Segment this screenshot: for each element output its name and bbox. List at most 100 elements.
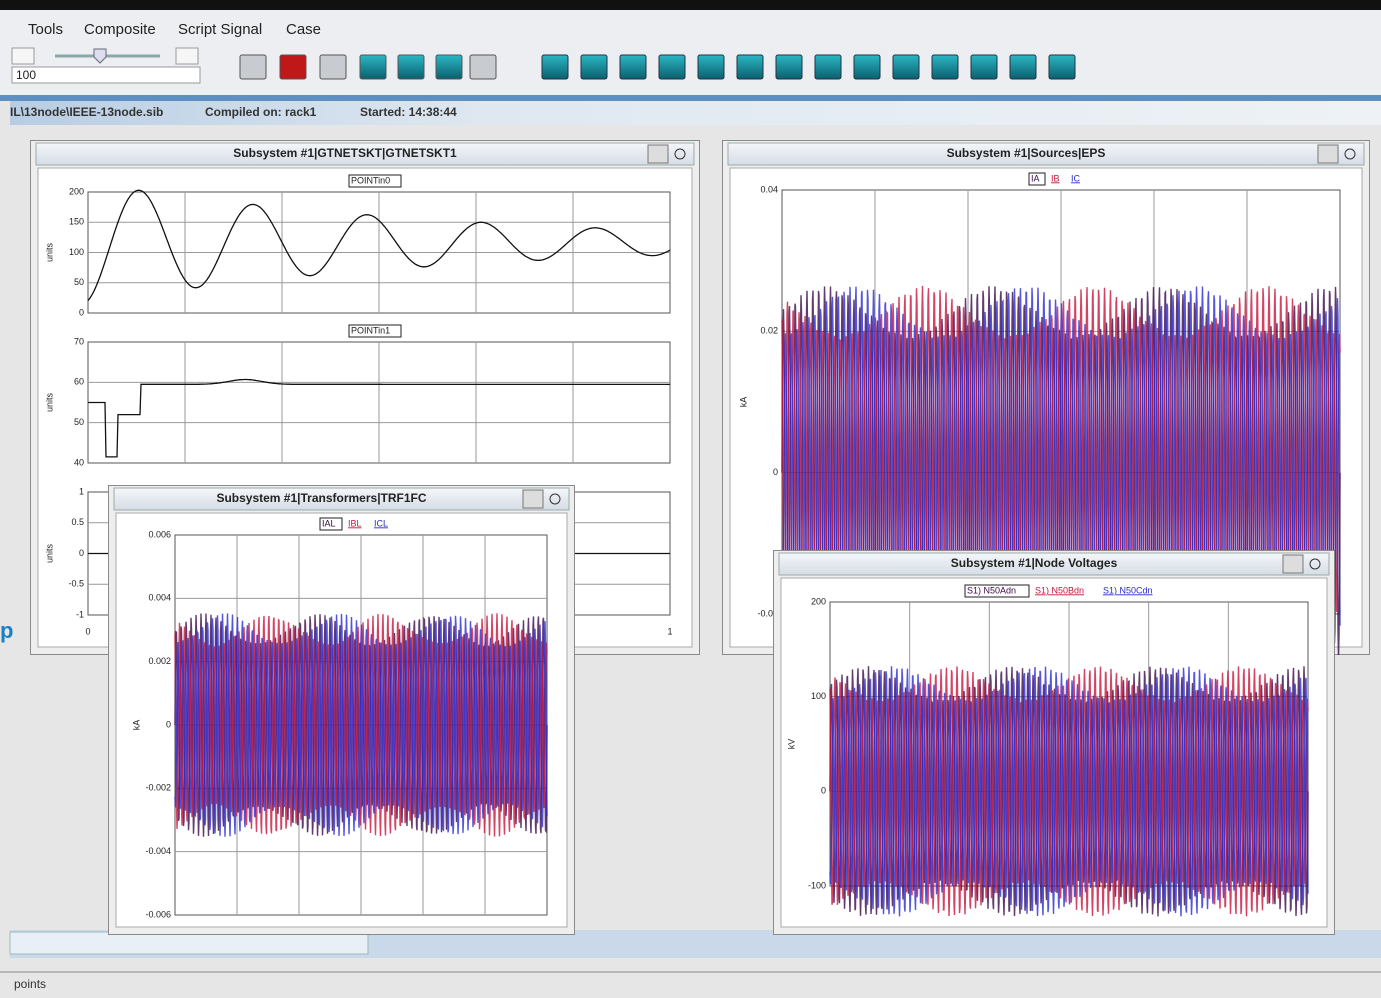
- waveform: [829, 666, 1309, 917]
- settings-button[interactable]: [1317, 144, 1339, 164]
- y-tick-label: 200: [69, 186, 84, 196]
- toolbar-button[interactable]: [319, 54, 347, 80]
- toolbar-button[interactable]: [775, 54, 803, 80]
- toolbar-button[interactable]: [359, 54, 387, 80]
- legend-entry[interactable]: IA: [1031, 173, 1040, 183]
- toolbar-button[interactable]: [1048, 54, 1076, 80]
- y-tick-label: 50: [74, 417, 84, 427]
- top-strip: [0, 0, 1381, 10]
- y-tick-label: -100: [808, 880, 826, 890]
- y-tick-label: 200: [811, 596, 826, 606]
- x-tick-label: 1: [667, 626, 672, 636]
- close-button[interactable]: [549, 493, 561, 505]
- menu-item[interactable]: Tools: [28, 21, 63, 38]
- legend-box: [964, 584, 1030, 598]
- legend-entry[interactable]: S1) N50Bdn: [1035, 585, 1084, 595]
- waveform: [174, 613, 548, 837]
- legend-entry[interactable]: IB: [1051, 173, 1060, 183]
- settings-button[interactable]: [647, 144, 669, 164]
- toolbar-button[interactable]: [279, 54, 307, 80]
- file-path: IL\13node\IEEE-13node.sib: [10, 105, 163, 119]
- toolbar-button[interactable]: [814, 54, 842, 80]
- toolbar-button[interactable]: [619, 54, 647, 80]
- y-tick-label: 100: [811, 691, 826, 701]
- y-tick-label: -1: [76, 609, 84, 619]
- y-tick-label: 40: [74, 457, 84, 467]
- legend-entry[interactable]: IBL: [348, 518, 362, 528]
- toolbar-button[interactable]: [658, 54, 686, 80]
- toolbar-button[interactable]: [970, 54, 998, 80]
- legend-entry[interactable]: IAL: [322, 518, 336, 528]
- y-tick-label: 0.002: [148, 656, 171, 666]
- waveform: [174, 613, 548, 837]
- settings-button[interactable]: [522, 489, 544, 509]
- plot-window: Subsystem #1|Node Voltages 200 100 0 -100 kV S…: [773, 550, 1335, 935]
- legend-entry[interactable]: POINTin1: [351, 325, 390, 335]
- slider-thumb[interactable]: [93, 48, 107, 64]
- toolbar-button[interactable]: [541, 54, 569, 80]
- toolbar-button[interactable]: [435, 54, 463, 80]
- toolbar-button[interactable]: [469, 54, 497, 80]
- toolbar-area: [0, 10, 1381, 95]
- window-title: Subsystem #1|Sources|EPS: [947, 146, 1106, 160]
- footer-text: points: [14, 977, 46, 991]
- y-tick-label: -0.006: [145, 909, 171, 919]
- window-title-bar: [35, 142, 695, 166]
- y-axis-label: units: [44, 242, 54, 262]
- waveform: [174, 613, 548, 837]
- y-tick-label: 0: [773, 467, 778, 477]
- legend-entry[interactable]: ICL: [374, 518, 388, 528]
- window-title-bar: [778, 552, 1330, 576]
- legend-box: [348, 174, 402, 188]
- close-button[interactable]: [674, 148, 686, 160]
- y-tick-label: 0: [166, 719, 171, 729]
- close-button[interactable]: [1344, 148, 1356, 160]
- y-tick-label: -0.004: [145, 846, 171, 856]
- toolbar-button[interactable]: [397, 54, 425, 80]
- toolbar-button[interactable]: [853, 54, 881, 80]
- toolbar-button[interactable]: [931, 54, 959, 80]
- y-tick-label: 1: [79, 486, 84, 496]
- legend-entry[interactable]: POINTin0: [351, 175, 390, 185]
- y-axis-label: units: [44, 543, 54, 563]
- y-tick-label: 60: [74, 377, 84, 387]
- y-axis-label: kA: [738, 397, 748, 408]
- zoom-in-button[interactable]: [175, 47, 199, 65]
- toolbar-button[interactable]: [892, 54, 920, 80]
- zoom-out-button[interactable]: [11, 47, 35, 65]
- y-tick-label: 70: [74, 336, 84, 346]
- menu-item[interactable]: Composite: [84, 21, 156, 38]
- toolbar-button[interactable]: [736, 54, 764, 80]
- y-tick-label: 0.004: [148, 593, 171, 603]
- legend-entry[interactable]: S1) N50Cdn: [1103, 585, 1153, 595]
- separator: [0, 95, 1381, 101]
- y-tick-label: -0.5: [68, 579, 84, 589]
- side-text: p: [0, 618, 13, 643]
- menu-item[interactable]: Script Signal: [178, 21, 262, 38]
- y-axis-label: kA: [131, 720, 141, 731]
- close-button[interactable]: [1309, 558, 1321, 570]
- signal-trace: [88, 378, 670, 458]
- toolbar-button[interactable]: [580, 54, 608, 80]
- settings-button[interactable]: [1282, 554, 1304, 574]
- legend-entry[interactable]: S1) N50Adn: [967, 585, 1016, 595]
- toolbar-button[interactable]: [697, 54, 725, 80]
- scrollbar-thumb[interactable]: [9, 931, 369, 955]
- started-time: Started: 14:38:44: [360, 105, 457, 119]
- y-tick-label: 0: [79, 548, 84, 558]
- y-axis-label: units: [44, 392, 54, 412]
- waveform: [829, 666, 1309, 917]
- menu-item[interactable]: Case: [286, 21, 321, 38]
- legend-box: [1028, 172, 1046, 186]
- toolbar-button[interactable]: [239, 54, 267, 80]
- y-tick-label: 0.02: [760, 326, 778, 336]
- zoom-input[interactable]: [11, 66, 201, 84]
- legend-entry[interactable]: IC: [1071, 173, 1081, 183]
- toolbar-button[interactable]: [1009, 54, 1037, 80]
- y-tick-label: 0.5: [71, 517, 84, 527]
- signal-trace: [87, 189, 671, 302]
- status-bar: [10, 101, 1381, 125]
- y-tick-label: 100: [69, 247, 84, 257]
- zoom-value: 100: [16, 68, 36, 82]
